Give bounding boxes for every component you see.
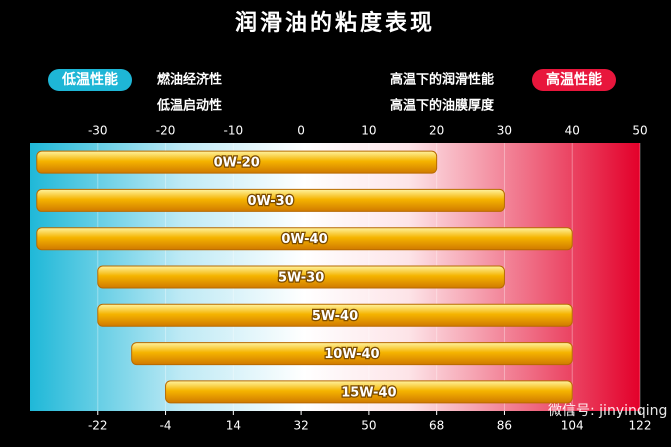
x-tick-label: 10	[361, 124, 376, 138]
bar	[36, 188, 505, 212]
x2-tick-label: 122	[629, 419, 652, 433]
x2-tick-label: 14	[226, 419, 241, 433]
x2-tick-label: -4	[160, 419, 172, 433]
chart-title: 润滑油的粘度表现	[235, 10, 435, 36]
x2-tick-label: 86	[497, 419, 512, 433]
bar	[36, 150, 438, 174]
note: 高温下的油膜厚度	[390, 98, 495, 114]
bar	[165, 380, 573, 404]
x-tick-label: -20	[156, 124, 176, 138]
note: 高温下的润滑性能	[390, 72, 494, 88]
bar-label: 0W-30	[247, 194, 293, 209]
badge: 高温性能	[546, 71, 602, 88]
x2-tick-label: -22	[88, 419, 108, 433]
x2-tick-label: 68	[429, 419, 444, 433]
x-tick-label: 0	[297, 124, 305, 138]
x-tick-label: 30	[497, 124, 512, 138]
bar-label: 0W-40	[281, 232, 327, 247]
badge-bg	[48, 69, 132, 91]
x2-tick-label: 104	[561, 419, 584, 433]
x-tick-label: -30	[88, 124, 108, 138]
x2-tick-label: 32	[293, 419, 308, 433]
bar	[97, 265, 505, 289]
bar-label: 15W-40	[341, 385, 396, 400]
badge: 低温性能	[61, 71, 118, 88]
bar-label: 10W-40	[324, 347, 379, 362]
x-tick-label: 40	[565, 124, 580, 138]
x-tick-label: 50	[632, 124, 647, 138]
bar	[36, 227, 573, 251]
badge-bg	[532, 69, 616, 91]
watermark: 微信号: jinyinqing	[548, 403, 667, 419]
bar-label: 5W-40	[312, 309, 358, 324]
x2-tick-label: 50	[361, 419, 376, 433]
x-tick-label: 20	[429, 124, 444, 138]
bar	[97, 303, 573, 327]
bar-label: 0W-20	[214, 156, 260, 171]
note: 燃油经济性	[157, 72, 222, 88]
x-tick-label: -10	[224, 124, 244, 138]
note: 低温启动性	[156, 98, 222, 114]
bar-label: 5W-30	[278, 271, 324, 286]
bar	[131, 342, 573, 366]
